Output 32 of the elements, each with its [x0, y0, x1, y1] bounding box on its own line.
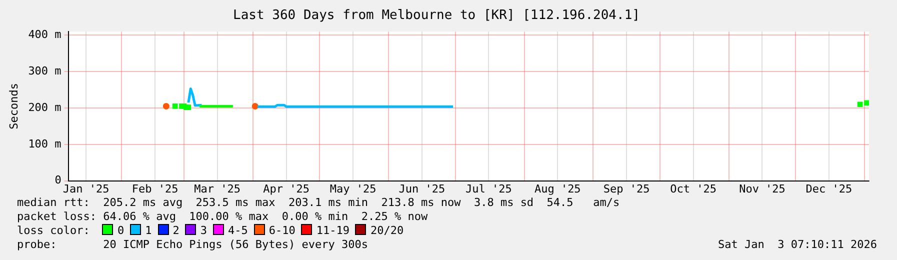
text: median rtt: 205.2 ms avg 253.5 ms max 203.1 ms min 213.8 ms now 3.8 ms sd 54.5 am/s: [17, 196, 621, 210]
y-tick-label: 400 m: [28, 28, 62, 42]
x-tick-label: Feb '25: [132, 182, 178, 196]
y-tick-label: 300 m: [28, 64, 62, 78]
text: Sat Jan 3 07:10:11 2026: [718, 238, 877, 252]
text: packet loss: 64.06 % avg 100.00 % max 0.00 % min 2.25 % now: [17, 210, 429, 224]
x-tick-label: Sep '25: [603, 182, 650, 196]
text: probe: 20 ICMP Echo Pings (56 Bytes) every 300s: [17, 238, 368, 251]
legend-label: 11-19: [316, 224, 350, 237]
legend-label: 2: [172, 224, 180, 237]
x-tick-label: Jun '25: [398, 182, 446, 196]
x-tick-label: May '25: [330, 182, 376, 196]
x-tick-label: Apr '25: [263, 182, 310, 196]
y-tick-label: 100 m: [28, 137, 62, 150]
legend-label: 0: [117, 224, 124, 237]
x-tick-label: Jan '25: [62, 182, 110, 196]
y-tick-label: 200 m: [28, 100, 62, 114]
legend-label: 1: [145, 224, 152, 237]
x-tick-label: Mar '25: [194, 182, 241, 196]
x-tick-label: Aug '25: [534, 182, 581, 196]
x-tick-label: Jul '25: [465, 182, 512, 196]
legend-title: loss color:: [17, 224, 90, 237]
legend-label: 3: [200, 224, 207, 237]
chart-title: Last 360 Days from Melbourne to [KR] [112.196.204.1]: [233, 8, 640, 24]
x-tick-label: Dec '25: [806, 182, 852, 196]
legend-label: 6-10: [268, 224, 296, 237]
legend-label: 20/20: [370, 224, 404, 237]
legend-label: 4-5: [228, 224, 248, 237]
x-tick-label: Nov '25: [739, 182, 786, 196]
y-axis-title: Seconds: [7, 83, 20, 130]
y-tick-label: 0: [54, 174, 62, 187]
x-tick-label: Oct '25: [670, 182, 716, 196]
